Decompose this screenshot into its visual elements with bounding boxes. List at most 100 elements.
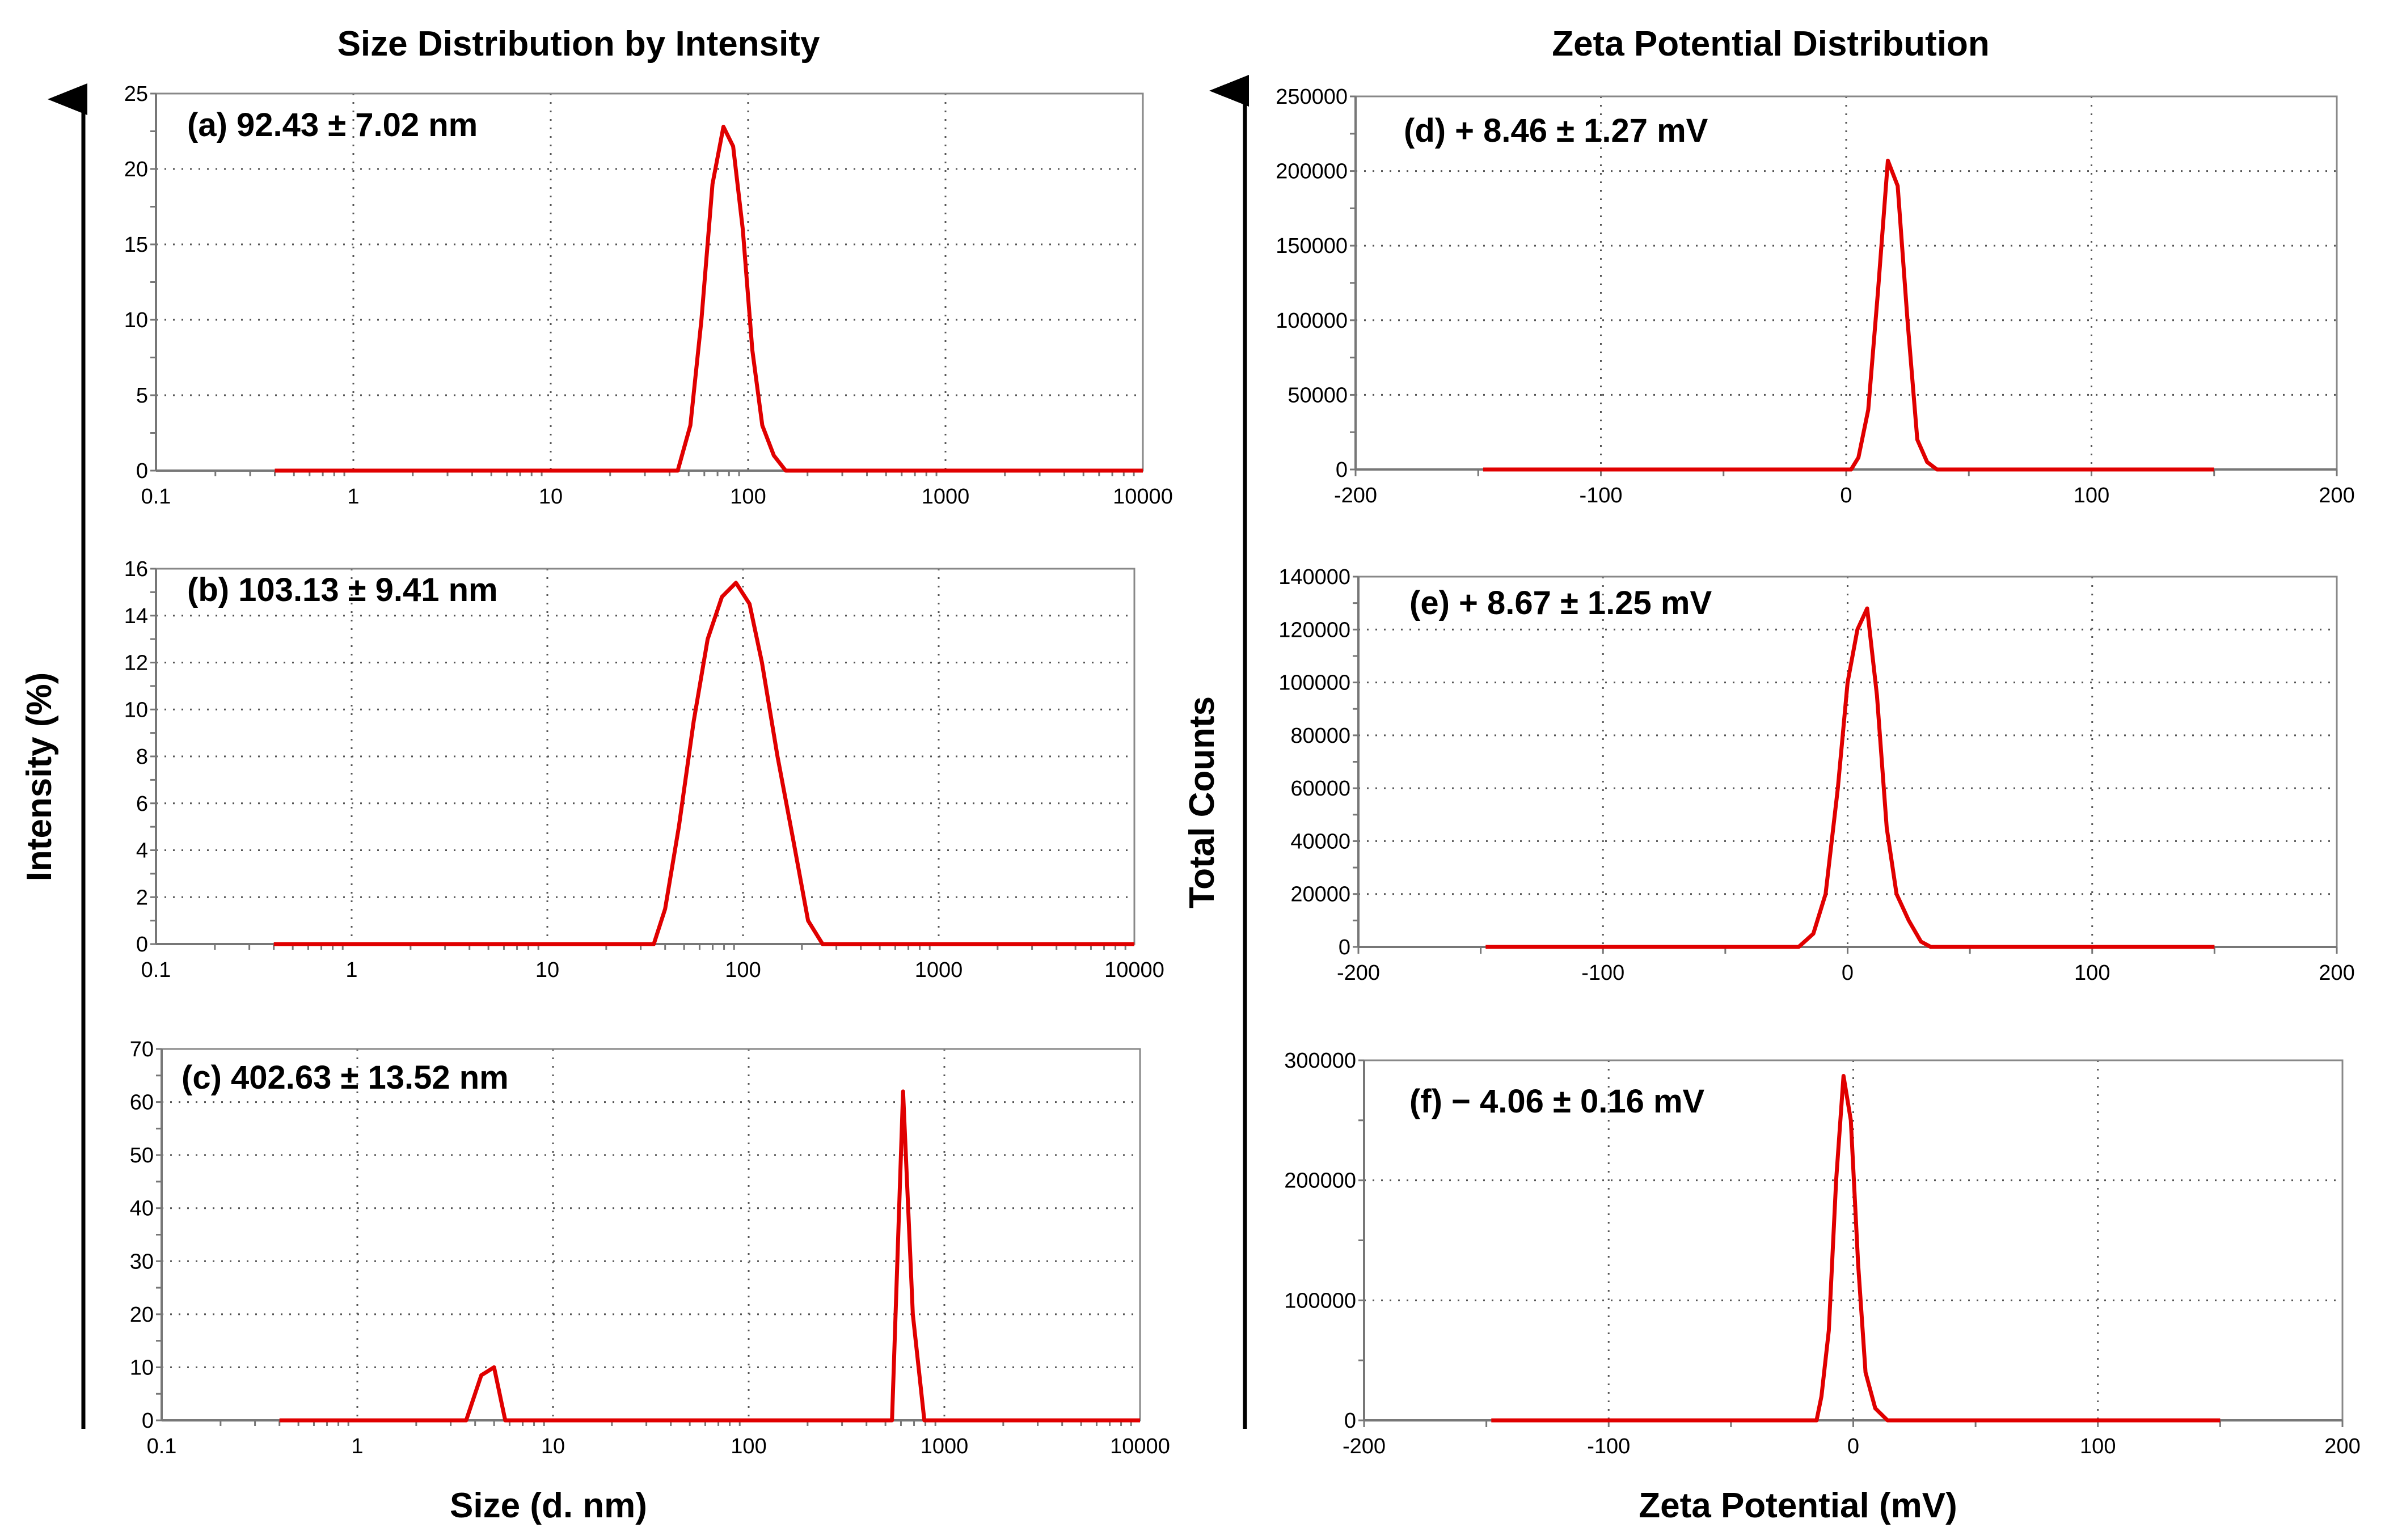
x-tick-label: 10000 (1113, 485, 1173, 509)
y-tick-label: 6 (136, 792, 148, 816)
panel-label-a: (a) 92.43 ± 7.02 nm (187, 107, 478, 143)
panel-label-c: (c) 402.63 ± 13.52 nm (181, 1059, 509, 1096)
data-series-line-b (273, 581, 1134, 946)
y-tick-label: 250000 (1276, 85, 1348, 109)
y-tick-label: 60000 (1290, 777, 1350, 801)
x-tick-label: 1000 (921, 1435, 969, 1458)
x-tick-label: 0 (1842, 961, 1854, 985)
left-y-axis-title: Intensity (%) (20, 672, 59, 882)
x-tick-label: -100 (1579, 484, 1622, 507)
panel-label-f: (f) − 4.06 ± 0.16 mV (1409, 1083, 1705, 1120)
x-tick-label: 200 (2324, 1435, 2360, 1458)
x-tick-label: 0 (1847, 1435, 1859, 1458)
plot-frame (155, 92, 1144, 472)
x-tick-label: 200 (2319, 961, 2354, 985)
y-tick-label: 150000 (1276, 234, 1348, 258)
x-tick-label: 100 (730, 485, 766, 509)
y-tick-label: 40 (130, 1197, 154, 1221)
y-tick-label: 0 (142, 1409, 154, 1433)
data-series-line-a (275, 125, 1143, 473)
right-column-title: Zeta Potential Distribution (1552, 24, 1990, 64)
left-column-title: Size Distribution by Intensity (337, 24, 820, 64)
y-tick-label: 0 (1344, 1409, 1356, 1433)
panel-e-zeta-distribution: -200 -100 0 100 200 0 20000 40000 60000 80000 1000… (1278, 565, 2355, 985)
y-tick-label: 4 (136, 839, 148, 863)
x-tick-label: 10000 (1110, 1435, 1170, 1458)
x-tick-label: -200 (1337, 961, 1380, 985)
panel-label-b: (b) 103.13 ± 9.41 nm (187, 572, 498, 608)
x-tick-label: 10 (539, 485, 563, 509)
x-tick-label: 1 (351, 1435, 363, 1458)
panel-c-size-distribution: 0.1 1 10 100 1000 10000 0 10 20 30 40 50 60 70 (c) 402… (130, 1038, 1170, 1458)
left-x-axis-title: Size (d. nm) (450, 1486, 647, 1525)
x-tick-label: 1 (345, 958, 357, 982)
x-tick-label: 0.1 (141, 958, 171, 982)
x-tick-label: -100 (1581, 961, 1624, 985)
y-tick-label: 2 (136, 886, 148, 909)
y-tick-label: 200000 (1276, 160, 1348, 184)
y-tick-label: 0 (136, 459, 148, 483)
y-tick-label: 40000 (1290, 830, 1350, 853)
y-tick-label: 20 (124, 158, 148, 181)
right-x-axis-title: Zeta Potential (mV) (1639, 1486, 1957, 1525)
y-tick-label: 80000 (1290, 724, 1350, 748)
panel-label-d: (d) + 8.46 ± 1.27 mV (1404, 112, 1708, 149)
x-tick-label: -200 (1334, 484, 1377, 507)
x-tick-label: 0 (1840, 484, 1852, 507)
x-tick-label: 100 (2074, 961, 2110, 985)
x-tick-label: -100 (1587, 1435, 1630, 1458)
y-tick-label: 200000 (1284, 1169, 1356, 1193)
data-series-line-c (279, 1089, 1140, 1423)
data-series-line-f (1491, 1074, 2221, 1423)
x-tick-label: 100 (725, 958, 761, 982)
y-tick-label: 30 (130, 1250, 154, 1274)
plot-frame (161, 1048, 1141, 1421)
y-tick-label: 20 (130, 1303, 154, 1327)
y-tick-label: 10 (130, 1356, 154, 1380)
y-tick-label: 50 (130, 1144, 154, 1167)
y-tick-label: 10 (124, 698, 148, 722)
x-tick-label: 10 (541, 1435, 565, 1458)
panel-b-size-distribution: 0.1 1 10 100 1000 10000 0 2 4 6 8 10 12 14 16 (b) 103.1… (124, 557, 1164, 982)
panel-d-zeta-distribution: -200 -100 0 100 200 0 50000 100000 150000 200000 2… (1276, 85, 2355, 507)
y-tick-label: 8 (136, 745, 148, 769)
x-tick-label: 0.1 (147, 1435, 177, 1458)
x-tick-label: -200 (1343, 1435, 1386, 1458)
x-tick-label: 100 (2074, 484, 2109, 507)
x-tick-label: 100 (2080, 1435, 2116, 1458)
y-tick-label: 5 (136, 384, 148, 408)
x-tick-label: 1000 (922, 485, 970, 509)
plot-frame (155, 568, 1135, 945)
y-tick-label: 12 (124, 651, 148, 675)
y-tick-label: 14 (124, 604, 148, 628)
x-tick-label: 0.1 (141, 485, 171, 509)
y-tick-label: 16 (124, 557, 148, 581)
panel-label-e: (e) + 8.67 ± 1.25 mV (1409, 585, 1712, 621)
y-tick-label: 50000 (1288, 383, 1348, 407)
y-tick-label: 300000 (1284, 1049, 1356, 1073)
y-tick-label: 120000 (1278, 618, 1350, 642)
y-tick-label: 20000 (1290, 883, 1350, 907)
y-tick-label: 70 (130, 1038, 154, 1061)
y-tick-label: 0 (1339, 936, 1350, 959)
y-tick-label: 60 (130, 1091, 154, 1115)
plot-frame (1354, 95, 2338, 471)
y-tick-label: 100000 (1284, 1289, 1356, 1313)
y-tick-label: 0 (1336, 458, 1348, 482)
y-tick-label: 140000 (1278, 565, 1350, 589)
x-tick-label: 200 (2319, 484, 2354, 507)
data-series-line-d (1483, 158, 2214, 472)
y-tick-label: 100000 (1278, 671, 1350, 695)
right-y-axis-title: Total Counts (1183, 696, 1222, 908)
y-tick-label: 10 (124, 308, 148, 332)
x-tick-label: 10 (535, 958, 559, 982)
x-tick-label: 1000 (915, 958, 963, 982)
panel-f-zeta-distribution: -200 -100 0 100 200 0 100000 200000 300000 (f) − … (1284, 1049, 2361, 1458)
data-series-line-e (1485, 606, 2215, 949)
x-tick-label: 1 (347, 485, 359, 509)
y-tick-label: 25 (124, 82, 148, 106)
x-tick-label: 100 (731, 1435, 766, 1458)
y-tick-label: 100000 (1276, 309, 1348, 333)
y-tick-label: 0 (136, 933, 148, 957)
